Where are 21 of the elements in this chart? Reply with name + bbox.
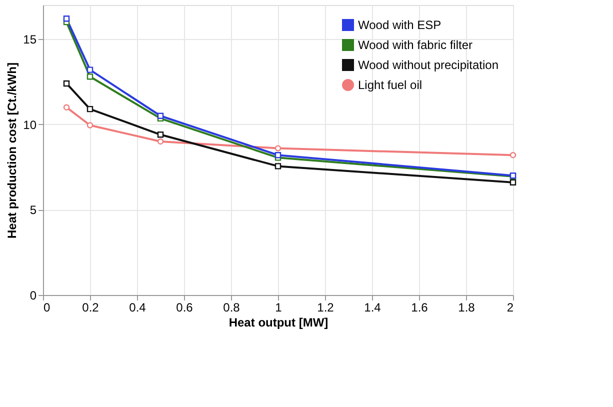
x-tick-label: 0.8 <box>223 300 240 314</box>
legend-label: Wood with fabric filter <box>358 38 472 52</box>
x-tick-label: 0 <box>44 300 50 314</box>
x-tick-label: 1.6 <box>411 300 428 314</box>
x-tick-label: 1 <box>275 300 282 314</box>
y-tick-label: 15 <box>23 32 37 47</box>
legend-label: Wood without precipitation <box>358 58 499 72</box>
y-axis-title: Heat production cost [Ct./kWh] <box>5 62 20 238</box>
x-tick-label: 0.4 <box>129 300 146 314</box>
x-tick-label: 1.4 <box>364 300 382 314</box>
x-tick-label: 1.2 <box>317 300 334 314</box>
y-tick-label: 5 <box>30 203 37 218</box>
x-tick-label: 1.8 <box>458 300 476 314</box>
x-tick-label: 0.2 <box>82 300 100 314</box>
x-axis-title: Heat output [MW] <box>228 316 328 330</box>
x-tick-label: 2 <box>506 300 514 314</box>
legend-label: Wood with ESP <box>358 18 442 32</box>
y-tick-label: 0 <box>30 288 37 302</box>
x-tick-label: 0.6 <box>176 300 194 314</box>
legend-label: Light fuel oil <box>358 78 422 92</box>
y-tick-label: 10 <box>23 118 37 132</box>
